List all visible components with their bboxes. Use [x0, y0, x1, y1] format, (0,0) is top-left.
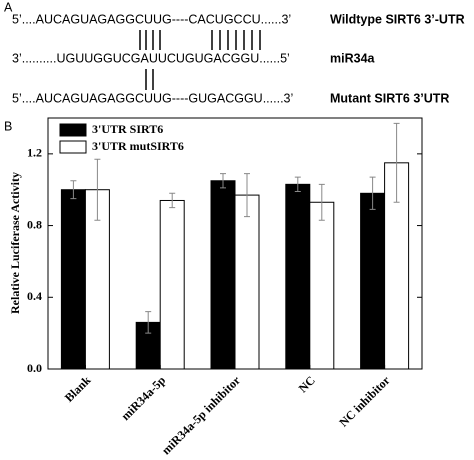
sequence: 3’..........UGUUGGUCGAUUCUGUGACGGU......…	[12, 51, 290, 65]
legend-label: 3'UTR SIRT6	[92, 122, 163, 136]
bar	[285, 183, 311, 370]
sequence: 5’....AUCAGUAGAGGCUUG----GUGACGGU......3…	[12, 91, 293, 105]
legend-label: 3'UTR mutSIRT6	[92, 139, 184, 153]
y-axis-label: Relative Luciferase Activity	[8, 172, 22, 314]
legend-swatch	[59, 123, 87, 137]
panel-label: A	[4, 0, 13, 14]
y-tick-label: 0.4	[27, 289, 42, 303]
x-tick-label: Blank	[62, 373, 94, 405]
panel-label: B	[4, 119, 12, 133]
error-bar	[393, 122, 400, 203]
y-tick-label: 0.8	[27, 217, 42, 231]
legend-swatch	[59, 140, 87, 154]
x-tick-label: NC	[296, 373, 318, 395]
y-tick-label: 1.2	[27, 146, 42, 160]
sequence: 5’....AUCAGUAGAGGCUUG----CACUGCCU......3…	[12, 12, 291, 26]
bar	[159, 199, 185, 370]
error-bar	[318, 183, 325, 221]
error-bar	[169, 192, 176, 209]
bar	[234, 194, 260, 370]
bar	[360, 192, 386, 370]
sequence-name: Wildtype SIRT6 3’-UTR	[330, 12, 465, 26]
bar	[60, 189, 86, 370]
y-tick-label: 0.0	[27, 361, 42, 375]
error-bar	[145, 311, 152, 334]
error-bar	[70, 180, 77, 200]
sequence-name: Mutant SIRT6 3’UTR	[330, 91, 449, 105]
bar	[309, 201, 335, 370]
error-bar	[369, 176, 376, 210]
error-bar	[94, 158, 101, 221]
base-pairs	[139, 30, 261, 90]
error-bar	[220, 173, 226, 189]
x-tick-label: NC inhibitor	[336, 373, 393, 430]
error-bar	[244, 173, 250, 218]
x-tick-label: miR34a-5p inhibitor	[159, 373, 244, 458]
bar	[210, 180, 236, 370]
error-bar	[294, 176, 301, 193]
sequence-name: miR34a	[330, 51, 376, 65]
x-tick-label: miR34a-5p	[118, 373, 168, 423]
